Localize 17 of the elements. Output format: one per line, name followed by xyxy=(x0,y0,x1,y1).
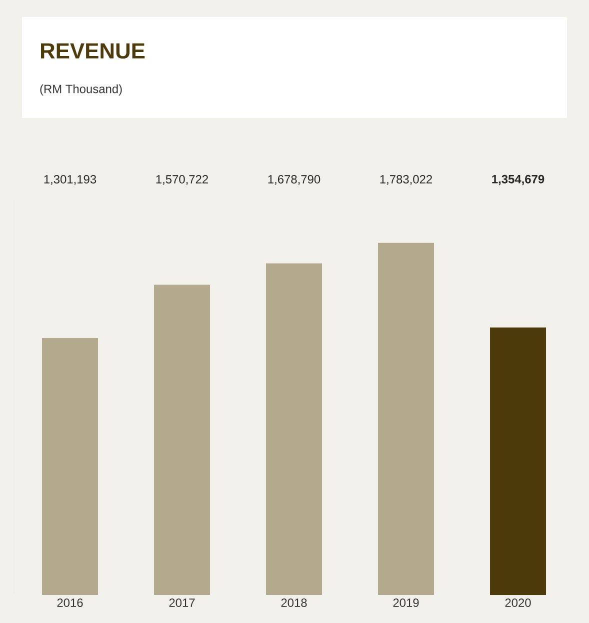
data-label: 1,301,193 xyxy=(44,175,96,185)
chart-subtitle: (RM Thousand) xyxy=(40,84,122,96)
x-tick-label: 2018 xyxy=(281,598,307,607)
x-tick-label: 2019 xyxy=(393,598,419,607)
x-tick-label: 2020 xyxy=(505,598,531,607)
data-label: 1,570,722 xyxy=(156,175,208,185)
chart-title: REVENUE xyxy=(40,43,145,59)
bar xyxy=(378,242,434,595)
bar xyxy=(154,284,210,595)
bar xyxy=(490,327,546,595)
bar xyxy=(266,263,322,595)
data-label: 1,678,790 xyxy=(268,175,320,185)
x-tick-label: 2017 xyxy=(169,598,195,607)
data-label: 1,354,679 xyxy=(492,174,544,186)
bar xyxy=(42,338,98,595)
data-label: 1,783,022 xyxy=(380,175,432,185)
x-tick-label: 2016 xyxy=(57,598,83,607)
